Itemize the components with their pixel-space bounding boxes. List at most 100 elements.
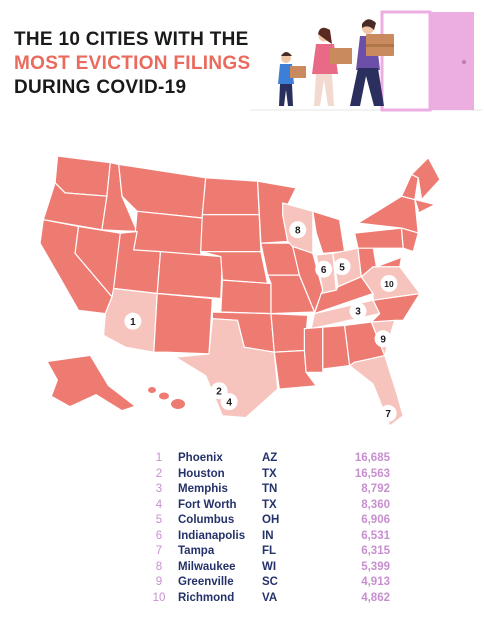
table-row: 9 Greenville SC 4,913	[140, 575, 390, 591]
state-tx	[175, 318, 279, 419]
state-wy	[133, 210, 203, 258]
filings-cell: 4,913	[361, 576, 390, 588]
state-mt	[118, 163, 207, 219]
table-row: 7 Tampa FL 6,315	[140, 544, 390, 560]
ranking-table: 1 Phoenix AZ 16,685 2 Houston TX 16,563 3 Memphis…	[140, 451, 390, 606]
table-row: 6 Indianapolis IN 6,531	[140, 529, 390, 545]
map-marker-circle	[349, 302, 367, 320]
title-line-2: MOST EVICTION FILINGS	[14, 53, 251, 74]
filings-cell: 5,399	[361, 560, 390, 573]
city-cell: Greenville	[178, 576, 234, 588]
chart-title: THE 10 CITIES WITH THE MOST EVICTION FIL…	[14, 28, 274, 100]
state-cell: WI	[262, 560, 277, 573]
state-me	[410, 157, 441, 201]
map-marker: 1	[124, 312, 142, 330]
table-row: 8 Milwaukee WI 5,399	[140, 560, 390, 576]
state-mi	[312, 210, 346, 254]
map-marker-circle	[374, 330, 392, 348]
rank-cell: 7	[155, 545, 163, 557]
state-cell: TX	[262, 498, 277, 511]
state-cell: SC	[262, 576, 278, 588]
city-cell: Milwaukee	[178, 560, 236, 573]
state-cell: FL	[262, 545, 277, 557]
map-marker-circle	[220, 393, 238, 411]
state-cell: TX	[262, 467, 277, 480]
city-cell: Tampa	[178, 545, 215, 557]
state-hi-island-3	[171, 399, 185, 409]
city-cell: Indianapolis	[178, 529, 246, 542]
us-map: 1 2 3 4 5 6 7 8 9 10	[39, 155, 441, 427]
state-ar	[270, 313, 309, 353]
map-marker-label: 5	[339, 262, 345, 273]
rank-cell: 6	[155, 529, 163, 542]
table-row: 2 Houston TX 16,563	[140, 467, 390, 483]
rank-cell: 2	[155, 467, 163, 480]
state-la	[273, 349, 317, 390]
map-marker-label: 1	[130, 317, 136, 328]
map-marker-label: 7	[385, 409, 391, 420]
filings-cell: 8,792	[361, 483, 390, 495]
filings-cell: 6,531	[361, 529, 390, 542]
rank-cell: 5	[155, 514, 163, 526]
filings-cell: 6,315	[361, 545, 390, 557]
map-marker-label: 10	[384, 279, 394, 289]
state-pa	[354, 227, 404, 249]
state-nm	[153, 292, 213, 355]
state-wa	[54, 155, 111, 197]
filings-cell: 4,862	[361, 591, 390, 604]
table-row: 3 Memphis TN 8,792	[140, 482, 390, 498]
map-marker: 7	[379, 404, 397, 422]
city-cell: Memphis	[178, 483, 228, 495]
state-vt	[400, 173, 419, 201]
city-cell: Phoenix	[178, 452, 223, 464]
city-cell: Fort Worth	[178, 498, 237, 511]
map-marker: 4	[220, 393, 238, 411]
rank-cell: 3	[155, 483, 163, 495]
map-marker-label: 2	[216, 386, 222, 397]
map-marker-label: 8	[295, 225, 301, 236]
filings-cell: 8,360	[361, 498, 390, 511]
family-moving-boxes-icon	[250, 10, 482, 112]
map-marker: 9	[374, 330, 392, 348]
map-marker-circle	[380, 274, 398, 292]
city-cell: Columbus	[178, 514, 235, 526]
map-marker-label: 6	[321, 265, 327, 276]
state-md	[375, 247, 404, 268]
rank-cell: 4	[155, 498, 163, 511]
city-cell: Houston	[178, 467, 225, 480]
state-sd	[200, 214, 262, 253]
filings-cell: 16,563	[354, 467, 390, 480]
map-marker: 8	[289, 221, 307, 239]
map-marker-circle	[124, 312, 142, 330]
state-ak	[48, 356, 134, 410]
map-marker-label: 3	[355, 307, 361, 318]
state-ny	[357, 195, 419, 234]
map-marker-label: 9	[380, 334, 386, 345]
map-marker: 5	[333, 258, 351, 276]
title-line-3: DURING COVID-19	[14, 77, 187, 98]
rank-cell: 8	[155, 560, 163, 573]
state-cell: IN	[262, 529, 274, 542]
table-row: 10 Richmond VA 4,862	[140, 591, 390, 607]
state-nj	[400, 227, 419, 253]
state-cell: AZ	[262, 452, 278, 464]
filings-cell: 16,685	[354, 452, 390, 464]
map-marker-circle	[289, 221, 307, 239]
map-marker-circle	[333, 258, 351, 276]
map-marker-circle	[315, 260, 333, 278]
state-cell: TN	[262, 483, 278, 495]
map-marker: 6	[315, 260, 333, 278]
map-marker-label: 4	[226, 397, 232, 408]
state-ma	[414, 198, 436, 214]
table-row: 5 Columbus OH 6,906	[140, 513, 390, 529]
table-row: 4 Fort Worth TX 8,360	[140, 498, 390, 514]
table-row: 1 Phoenix AZ 16,685	[140, 451, 390, 467]
filings-cell: 6,906	[361, 514, 390, 526]
map-marker-circle	[379, 404, 397, 422]
map-marker: 2	[210, 382, 228, 400]
rank-cell: 9	[155, 576, 163, 588]
state-ks	[220, 279, 272, 315]
rank-cell: 1	[155, 452, 163, 464]
map-marker: 10	[380, 274, 398, 292]
state-cell: OH	[262, 514, 280, 526]
